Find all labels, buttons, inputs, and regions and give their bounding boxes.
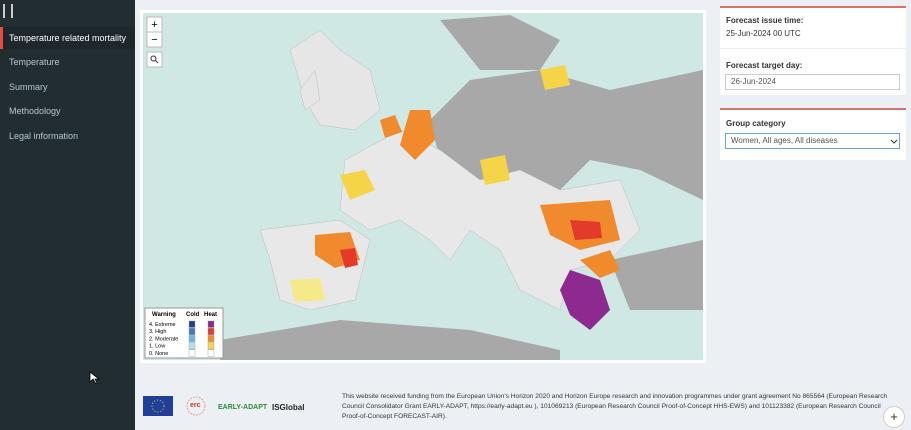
fab-button[interactable]: + <box>883 406 905 428</box>
legend-swatch <box>207 342 215 350</box>
legend-level: 1. Low <box>149 344 165 350</box>
legend-swatch <box>188 342 196 350</box>
legend-swatch <box>188 328 196 335</box>
region <box>380 115 402 138</box>
search-icon <box>155 60 159 64</box>
region <box>340 170 375 200</box>
erc-logo-mark <box>186 396 206 416</box>
isglobal-logo: ISGlobal <box>272 403 305 412</box>
legend-swatch <box>207 335 215 343</box>
cursor <box>89 371 101 385</box>
legend-swatch <box>207 328 215 335</box>
legend-swatch <box>188 320 196 328</box>
legend-swatch <box>207 320 215 328</box>
funding-text: This website received funding from the E… <box>342 393 888 420</box>
land <box>610 240 703 310</box>
select-arrow <box>890 139 898 144</box>
sidebar-toggle[interactable] <box>3 4 13 18</box>
forecast-panel: Forecast issue time: 25-Jun-2024 00 UTC … <box>720 6 906 95</box>
legend-column: Cold <box>186 312 200 318</box>
zoom-search[interactable] <box>146 51 163 68</box>
land <box>299 69 321 111</box>
erc-logo: erc <box>190 402 201 409</box>
nav-item[interactable]: Legal information <box>9 131 79 141</box>
search-icon <box>150 55 157 62</box>
zoom-out-label: − <box>151 34 157 46</box>
group-label: Group category <box>726 119 786 128</box>
region <box>570 220 602 240</box>
region <box>540 65 570 90</box>
legend-level: 3. High <box>149 329 166 335</box>
early-adapt-logo: EARLY-ADAPT <box>218 404 268 411</box>
region <box>480 155 510 185</box>
legend-title: Warning <box>152 312 176 318</box>
target-label: Forecast target day: <box>726 61 803 70</box>
eu-flag <box>143 396 173 416</box>
sidebar: Temperature related mortality Temperatur… <box>0 0 135 430</box>
group-select[interactable]: Women, All ages, All diseases <box>725 133 900 149</box>
zoom-in-label: + <box>151 19 157 31</box>
target-input[interactable]: 26-Jun-2024 <box>725 74 900 90</box>
legend-swatch <box>188 349 196 357</box>
nav-item[interactable]: Temperature <box>9 57 60 67</box>
land <box>220 320 560 360</box>
group-panel: Group category Women, All ages, All dise… <box>720 108 906 160</box>
legend-level: 0. None <box>149 351 168 357</box>
nav-item[interactable]: Methodology <box>9 106 61 116</box>
legend-swatch <box>188 335 196 343</box>
legend-swatch <box>207 349 215 357</box>
legend-column: Heat <box>204 312 217 318</box>
legend-level: 4. Extreme <box>149 322 176 328</box>
region <box>400 110 435 160</box>
region <box>290 278 325 302</box>
issue-value: 25-Jun-2024 00 UTC <box>726 29 801 38</box>
region <box>580 250 620 278</box>
map-container: + − Warning Cold Heat 4. Extreme 3. High 2… <box>140 10 706 363</box>
region <box>560 270 610 330</box>
land <box>440 15 560 70</box>
zoom-out[interactable] <box>146 31 163 48</box>
nav-item[interactable]: Temperature related mortality <box>0 27 135 49</box>
legend-level: 2. Moderate <box>149 336 178 342</box>
nav-item[interactable]: Summary <box>9 82 48 92</box>
divider <box>720 48 906 49</box>
region <box>340 248 358 268</box>
issue-label: Forecast issue time: <box>726 16 804 25</box>
